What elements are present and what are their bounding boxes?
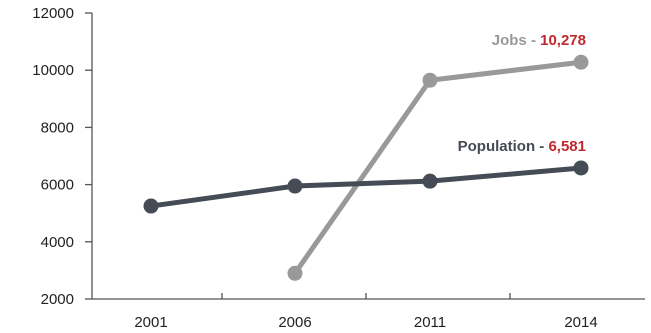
x-tick-label: 2011 <box>414 314 446 331</box>
population-point <box>573 160 589 176</box>
population-series <box>143 160 589 214</box>
y-tick-label: 10000 <box>32 62 74 79</box>
y-tick-label: 12000 <box>32 5 74 22</box>
jobs-point <box>422 72 438 88</box>
x-tick-label: 2014 <box>564 314 597 331</box>
x-tick-label: 2006 <box>278 314 311 331</box>
jobs-label-name: Jobs - <box>492 32 540 49</box>
y-tick-label: 6000 <box>41 177 74 194</box>
population-point <box>287 178 303 194</box>
population-label-name: Population - <box>458 138 549 155</box>
jobs-label-value: 10,278 <box>540 32 586 49</box>
y-tick-label: 8000 <box>41 119 74 136</box>
y-tick-label: 4000 <box>41 234 74 251</box>
population-point <box>422 173 438 189</box>
jobs-series <box>287 54 589 281</box>
x-tick-label: 2001 <box>134 314 167 331</box>
jobs-point <box>287 265 303 281</box>
population-label: Population - 6,581 <box>458 138 586 155</box>
series-labels: Jobs - 10,278 Population - 6,581 <box>458 32 586 155</box>
jobs-point <box>573 54 589 70</box>
population-line <box>150 165 582 209</box>
population-label-value: 6,581 <box>548 138 586 155</box>
y-tick-label: 2000 <box>41 291 74 308</box>
axes: 2000 4000 6000 8000 10000 12000 2001 2006 2011 20… <box>32 5 645 331</box>
population-point <box>143 198 159 214</box>
series-layer <box>143 54 589 281</box>
jobs-label: Jobs - 10,278 <box>492 32 586 49</box>
jobs-line <box>292 59 582 275</box>
